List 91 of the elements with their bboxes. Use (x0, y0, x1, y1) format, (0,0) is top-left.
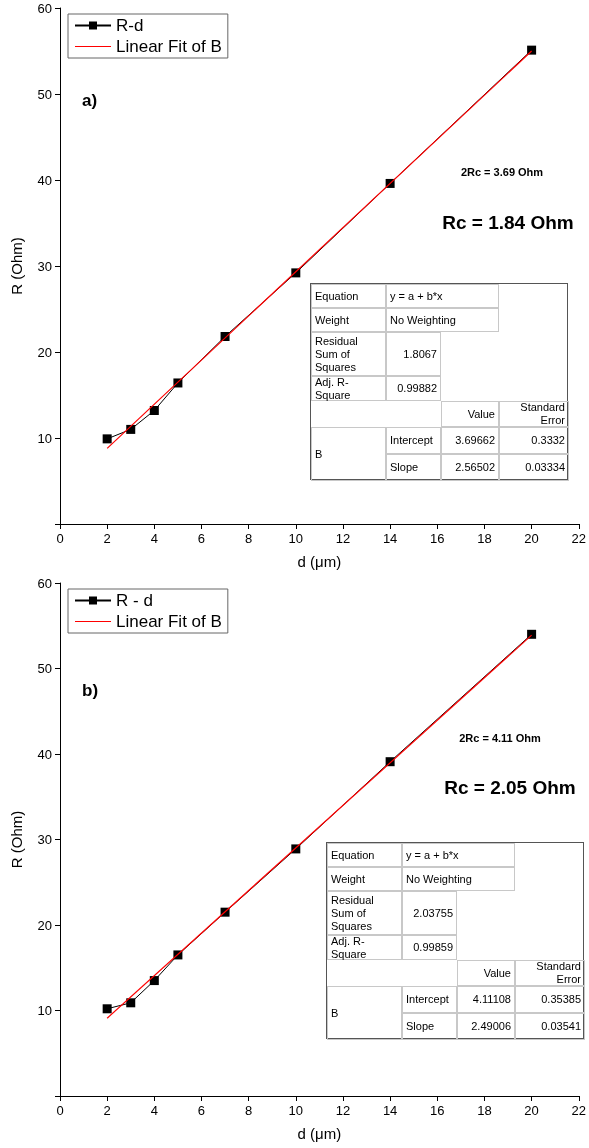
annotation: 0.99882 (397, 382, 437, 395)
annotation: Standard Error (519, 401, 565, 427)
annotation: No Weighting (390, 313, 456, 327)
legend-label: R - d (116, 591, 153, 610)
x-tick-label: 6 (197, 1103, 206, 1118)
annotation: Weight (331, 872, 366, 886)
x-tick-label: 4 (150, 1103, 158, 1118)
x-tick-label: 14 (382, 1103, 398, 1118)
y-axis-title: R (Ohm) (8, 237, 25, 295)
y-tick-label: 40 (37, 746, 52, 762)
y-tick-label: 30 (37, 258, 52, 274)
annotation: Standard Error (535, 960, 581, 986)
point (102, 1004, 112, 1014)
annotation: Adj. R-Square (315, 375, 352, 402)
x-tick-label: 22 (571, 531, 586, 546)
y-tick-label: 10 (37, 1003, 52, 1018)
x-tick-label: 10 (288, 1103, 304, 1118)
annotation: 4.11108 (472, 993, 511, 1006)
x-tick-label: 8 (245, 1103, 253, 1118)
annotation: Intercept (390, 434, 433, 447)
annotation: y = a + b*x (406, 848, 459, 862)
annotation: 2.49006 (471, 1020, 511, 1033)
point (102, 434, 112, 444)
annotation: 0.03334 (525, 461, 565, 474)
x-tick-label: 20 (524, 531, 539, 546)
y-tick-label: 50 (37, 86, 52, 102)
x-tick-label: 2 (103, 1103, 111, 1118)
annotation: 2Rc = 4.11 Ohm (459, 732, 542, 744)
y-tick-label: 40 (37, 172, 52, 188)
y-tick-label: 60 (37, 575, 52, 591)
x-axis-title: d (μm) (297, 553, 342, 570)
annotation: B (331, 1006, 339, 1020)
annotation: 3.69662 (455, 434, 495, 447)
x-tick-label: 4 (150, 531, 158, 546)
x-tick-label: 18 (477, 531, 492, 546)
annotation: Value (483, 966, 511, 980)
annotation: y = a + b*x (390, 289, 443, 303)
point (126, 998, 136, 1008)
annotation: b) (82, 680, 99, 700)
y-tick-label: 20 (37, 917, 52, 933)
x-tick-label: 16 (430, 1103, 445, 1118)
annotation: Adj. R-Square (331, 934, 368, 961)
annotation: 2.56502 (455, 461, 495, 474)
point (149, 405, 159, 415)
annotation: 0.3332 (531, 434, 565, 447)
y-axis-title: R (Ohm) (8, 810, 25, 869)
legend-label: R-d (116, 16, 144, 35)
x-tick-label: 20 (524, 1103, 539, 1118)
annotation: Equation (331, 848, 375, 862)
annotation: 0.35385 (541, 993, 581, 1006)
x-tick-label: 18 (477, 1103, 492, 1118)
y-tick-label: 50 (37, 661, 52, 676)
annotation: No Weighting (406, 872, 472, 886)
annotation: Weight (315, 313, 350, 327)
annotation: Rc = 2.05 Ohm (444, 776, 576, 798)
point (527, 629, 537, 639)
x-tick-label: 12 (335, 1103, 351, 1118)
x-tick-label: 8 (245, 531, 253, 546)
y-tick-label: 10 (37, 430, 52, 446)
y-tick-label: 60 (37, 0, 52, 16)
annotation: 1.8067 (403, 347, 437, 361)
annotation: Residual Sum of Squares (315, 334, 359, 374)
x-tick-label: 6 (197, 531, 206, 546)
x-tick-label: 22 (571, 1103, 586, 1118)
y-tick-label: 20 (37, 344, 52, 360)
annotation: Intercept (406, 993, 449, 1006)
x-tick-label: 0 (56, 531, 64, 546)
point (149, 976, 159, 986)
x-tick-label: 2 (103, 531, 111, 546)
annotation: Equation (315, 289, 359, 303)
annotation: a) (82, 90, 98, 110)
legend-label: Linear Fit of B (116, 37, 222, 56)
y-tick-label: 30 (37, 832, 52, 847)
x-tick-label: 16 (430, 531, 445, 546)
annotation: B (315, 447, 323, 461)
annotation: 0.03541 (541, 1020, 581, 1033)
legend-label: Linear Fit of B (116, 612, 222, 631)
x-tick-label: 12 (335, 531, 351, 546)
x-axis-title: d (μm) (297, 1125, 342, 1142)
point (527, 45, 537, 55)
x-tick-label: 0 (56, 1103, 64, 1118)
annotation: Slope (390, 461, 419, 474)
annotation: 0.99859 (413, 941, 453, 954)
annotation: Slope (406, 1020, 435, 1033)
annotation: Value (467, 407, 495, 421)
annotation: 2Rc = 3.69 Ohm (460, 166, 544, 178)
annotation: Residual Sum of Squares (331, 893, 375, 933)
annotation: Rc = 1.84 Ohm (442, 211, 574, 233)
annotation: 2.03755 (413, 906, 453, 920)
x-tick-label: 10 (288, 531, 304, 546)
x-tick-label: 14 (382, 531, 398, 546)
